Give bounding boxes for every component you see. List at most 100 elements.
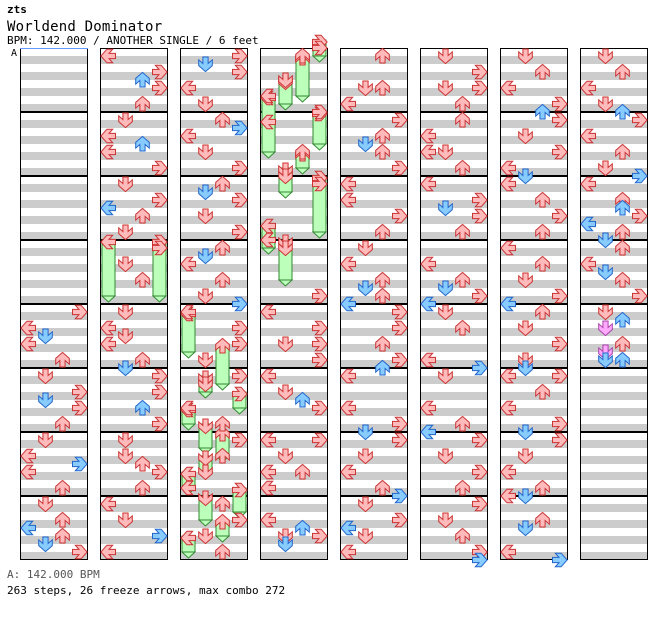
down-arrow [438, 448, 453, 465]
beat-stripe [580, 456, 648, 464]
right-arrow [472, 64, 488, 80]
beat-stripe [500, 120, 568, 128]
left-arrow [500, 176, 516, 192]
up-arrow [535, 191, 550, 208]
right-arrow [232, 336, 248, 352]
right-arrow [152, 192, 168, 208]
up-arrow [535, 63, 550, 80]
down-arrow [518, 272, 533, 289]
left-arrow [340, 96, 356, 112]
right-arrow [232, 48, 248, 64]
beat-stripe [20, 56, 88, 64]
beat-stripe [20, 280, 88, 288]
beat-stripe [180, 136, 248, 144]
beat-stripe [580, 504, 648, 512]
measure-box [500, 368, 568, 432]
right-arrow [232, 512, 248, 528]
up-arrow [455, 527, 470, 544]
measure-box [340, 368, 408, 432]
beat-stripe [20, 296, 88, 304]
right-arrow [312, 320, 328, 336]
measure-box [500, 304, 568, 368]
beat-stripe [420, 504, 488, 512]
down-arrow [438, 144, 453, 161]
measure-box [260, 496, 328, 560]
beat-stripe [260, 152, 328, 160]
beat-stripe [180, 248, 248, 256]
down-arrow [118, 328, 133, 345]
beat-stripe [500, 216, 568, 224]
beat-stripe [20, 520, 88, 528]
chart-column [20, 48, 88, 560]
down-arrow [598, 320, 613, 337]
beat-stripe [420, 392, 488, 400]
down-arrow [518, 360, 533, 377]
beat-stripe [180, 312, 248, 320]
down-arrow [198, 464, 213, 481]
measure-box [340, 304, 408, 368]
beat-stripe [340, 200, 408, 208]
beat-stripe [580, 488, 648, 496]
measure-box [580, 304, 648, 368]
down-arrow [438, 512, 453, 529]
beat-stripe [100, 168, 168, 176]
up-arrow [615, 335, 630, 352]
measure-box [180, 304, 248, 368]
up-arrow [455, 415, 470, 432]
measure-box [100, 240, 168, 304]
beat-stripe [100, 408, 168, 416]
measure-box [20, 176, 88, 240]
up-arrow [135, 455, 150, 472]
measure-box [420, 112, 488, 176]
beat-stripe [420, 184, 488, 192]
beat-stripe [100, 552, 168, 560]
measure-box [20, 112, 88, 176]
beat-stripe [100, 248, 168, 256]
beat-stripe [100, 264, 168, 272]
beat-stripe [180, 520, 248, 528]
beat-stripe [20, 152, 88, 160]
left-arrow [180, 256, 196, 272]
down-arrow [118, 360, 133, 377]
down-arrow [118, 224, 133, 241]
beat-stripe [340, 440, 408, 448]
down-arrow [438, 48, 453, 65]
right-arrow [552, 552, 568, 568]
right-arrow [152, 160, 168, 176]
down-arrow [438, 280, 453, 297]
measure-box [260, 240, 328, 304]
freeze-arrow [197, 418, 214, 455]
left-arrow [580, 80, 596, 96]
beat-stripe [260, 520, 328, 528]
beat-stripe [260, 120, 328, 128]
measure-box [420, 368, 488, 432]
down-arrow [198, 352, 213, 369]
left-arrow [500, 240, 516, 256]
down-arrow [598, 160, 613, 177]
up-arrow [55, 351, 70, 368]
beat-stripe [100, 536, 168, 544]
measure-box [580, 176, 648, 240]
beat-stripe [420, 312, 488, 320]
beat-stripe [420, 488, 488, 496]
beat-stripe [100, 232, 168, 240]
down-arrow [118, 176, 133, 193]
down-arrow [198, 184, 213, 201]
beat-stripe [340, 344, 408, 352]
beat-stripe [340, 536, 408, 544]
up-arrow [135, 135, 150, 152]
freeze-arrow [214, 513, 231, 543]
beat-stripe [100, 520, 168, 528]
measure-box [580, 368, 648, 432]
beat-stripe [500, 488, 568, 496]
right-arrow [392, 416, 408, 432]
beat-stripe [500, 296, 568, 304]
beat-stripe [20, 328, 88, 336]
up-arrow [535, 223, 550, 240]
beat-stripe [580, 408, 648, 416]
down-arrow [438, 368, 453, 385]
beat-stripe [260, 264, 328, 272]
left-arrow [20, 448, 36, 464]
left-arrow [260, 464, 276, 480]
right-arrow [632, 112, 648, 128]
